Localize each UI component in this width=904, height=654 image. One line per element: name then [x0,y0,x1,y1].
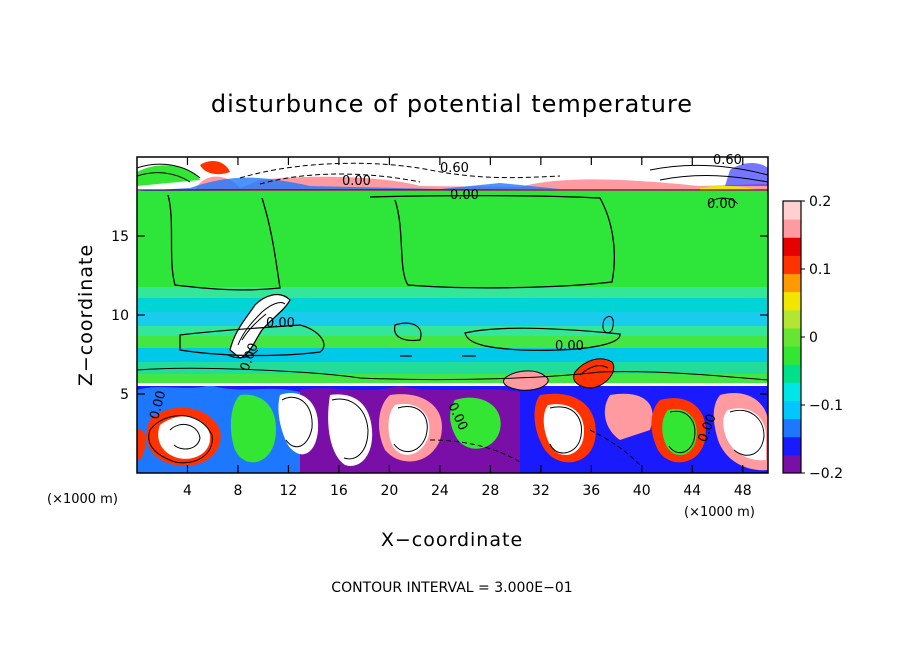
colorbar-swatch [783,309,801,329]
contour-line [167,194,281,291]
contour-label: 0.60 [713,153,742,168]
colorbar-swatch [783,400,801,420]
contour-interval: CONTOUR INTERVAL = 3.000E−01 [331,580,572,596]
x-unit-right: (×1000 m) [684,505,755,520]
contour-line [137,367,768,381]
colorbar-swatch [783,237,801,256]
contour-label: 0.00 [147,389,169,421]
colorbar-tick-label: 0.2 [809,194,831,210]
x-axis: 4 8 12 16 20 24 28 32 36 40 44 48 [183,157,752,499]
colorbar-tick-label: −0.1 [809,398,843,414]
colorbar-swatch [783,291,801,311]
x-tick-label: 20 [380,483,398,499]
contour-line [707,197,739,206]
colorbar-swatch [783,454,801,474]
colorbar-swatch [783,201,801,220]
colorbar-swatch [783,327,801,347]
x-tick-label: 40 [633,483,651,499]
colorbar-swatch [783,382,801,401]
band-cyan-6 [137,362,768,374]
contour-line [668,410,696,454]
colorbar-tick-label: −0.2 [809,466,843,482]
contour-label: 0.00 [555,339,584,354]
contour-labels: 0.600.000.000.600.000.000.000.00 0.00 0.00… [147,153,742,444]
chart-title: disturbunce of potential temperature [211,90,693,118]
x-tick-label: 48 [734,483,752,499]
contour-line [589,429,641,466]
colorbar-tick-label: 0 [809,330,818,346]
y-tick-label: 5 [120,387,129,403]
band-cyan-3 [137,312,768,326]
colorbar-swatch [783,219,801,238]
x-tick-label: 36 [582,483,600,499]
band-mid-green [137,336,768,348]
colorbar-swatch [783,436,801,456]
contour-line [429,439,521,463]
colorbar-swatch [783,418,801,438]
x-axis-label: X−coordinate [381,529,523,551]
band-upper-green [137,190,768,287]
y-axis-label: Z−coordinate [75,244,97,386]
y-tick-label: 15 [111,229,129,245]
colorbar-swatch [783,255,801,275]
contour-line [331,398,369,460]
band-cyan-5 [137,348,768,362]
x-tick-label: 28 [481,483,499,499]
band-low-green [137,374,768,383]
y-tick-label: 10 [111,308,129,324]
plot-area [137,157,768,473]
band-cyan-2 [137,298,768,312]
y-axis: 5 10 15 [111,229,768,403]
contour-line [137,163,201,179]
contour-label: 0.60 [440,161,469,176]
colorbar-swatch [783,346,801,365]
band-cyan-4 [137,326,768,336]
contour-label: 0.00 [450,188,479,203]
colorbar-tick-label: 0.1 [809,262,831,278]
contour-line [649,164,768,176]
contour-line [281,396,313,448]
band-cyan-1 [137,287,768,299]
contour-line [179,324,325,357]
colorbar-swatch [783,273,801,293]
top-layer-green [137,165,200,186]
contour-line [169,423,201,450]
top-layer-cyan [137,177,560,191]
contour-line [148,415,213,464]
colorbar-ticks: 0.2 0.1 0 −0.1 −0.2 [801,194,843,482]
contour-label: 0.00 [342,174,371,189]
x-unit-left: (×1000 m) [47,492,118,507]
x-tick-label: 24 [431,483,449,499]
top-layer-red2 [200,160,230,175]
contour-line [259,173,421,185]
contour-line [659,175,768,183]
x-tick-label: 32 [532,483,550,499]
x-tick-label: 44 [683,483,701,499]
colorbar [782,200,802,474]
contour-label: 0.00 [707,197,736,212]
x-tick-label: 8 [233,483,242,499]
plume-right [503,370,549,391]
contour-line [393,406,428,452]
contour-line [394,322,422,342]
plume-left [229,293,291,359]
contour-line [239,162,561,179]
x-tick-label: 12 [280,483,298,499]
contour-line [137,172,191,183]
contour-label: 0.00 [266,316,295,331]
contour-line [464,327,621,351]
contour-line [549,406,582,454]
contour-line [729,410,765,456]
x-tick-label: 16 [330,483,348,499]
colorbar-swatch [783,364,801,383]
contour-line [369,194,615,289]
x-tick-label: 4 [183,483,192,499]
